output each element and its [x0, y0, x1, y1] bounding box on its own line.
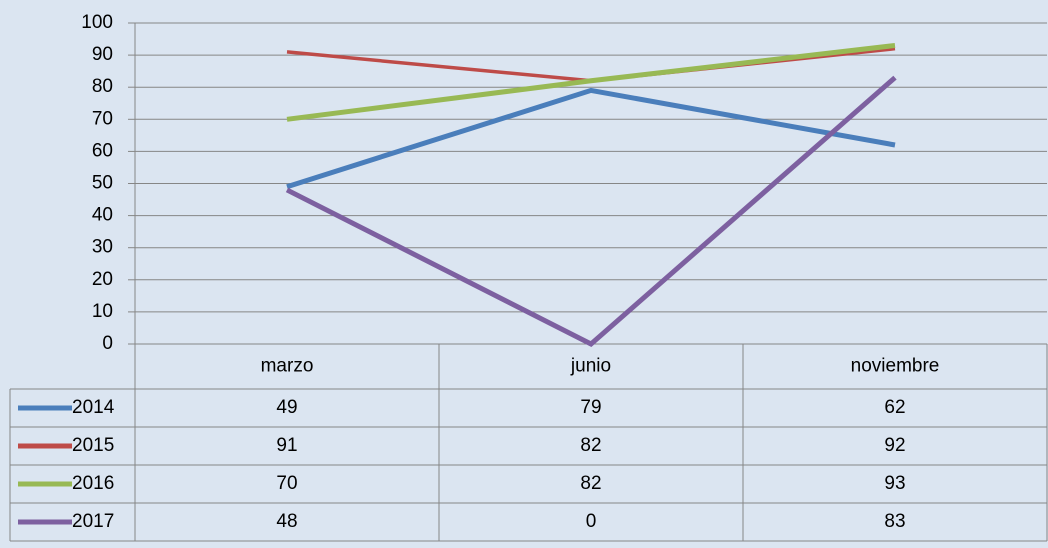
series-line — [286, 42, 896, 122]
y-tick-label: 80 — [92, 76, 113, 97]
y-tick-label: 10 — [92, 301, 113, 322]
x-tick-label: marzo — [261, 356, 314, 377]
table-value: 0 — [586, 511, 597, 532]
table-value: 82 — [580, 435, 601, 456]
x-tick-label: junio — [570, 356, 611, 377]
y-tick-label: 60 — [92, 140, 113, 161]
table-value: 79 — [580, 397, 601, 418]
table-value: 92 — [884, 435, 905, 456]
legend-label: 2017 — [72, 511, 114, 532]
table-value: 48 — [276, 511, 297, 532]
table-value: 70 — [276, 473, 297, 494]
y-tick-label: 0 — [102, 333, 113, 354]
y-tick-label: 70 — [92, 108, 113, 129]
series-line — [286, 46, 896, 83]
legend-label: 2015 — [72, 435, 114, 456]
table-value: 93 — [884, 473, 905, 494]
y-tick-label: 90 — [92, 44, 113, 65]
table-value: 82 — [580, 473, 601, 494]
y-tick-label: 40 — [92, 205, 113, 226]
table-value: 62 — [884, 397, 905, 418]
table-value: 49 — [276, 397, 297, 418]
table-value: 91 — [276, 435, 297, 456]
y-tick-label: 50 — [92, 173, 113, 194]
legend-label: 2016 — [72, 473, 114, 494]
table-value: 83 — [884, 511, 905, 532]
y-tick-label: 100 — [81, 12, 113, 33]
series-line — [285, 75, 897, 347]
legend-label: 2014 — [72, 397, 115, 418]
x-tick-label: noviembre — [851, 356, 940, 377]
y-tick-label: 30 — [92, 237, 113, 258]
series-line — [286, 87, 896, 190]
y-tick-label: 20 — [92, 269, 113, 290]
